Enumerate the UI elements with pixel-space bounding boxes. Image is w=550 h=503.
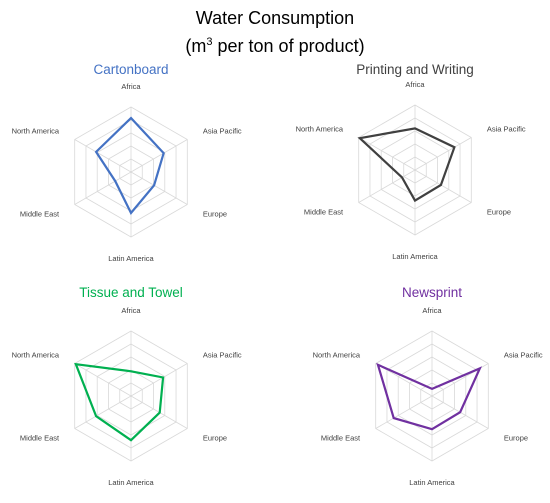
axis-label-latin-america: Latin America (108, 478, 154, 487)
panel-title: Cartonboard (93, 62, 168, 77)
axis-spoke (130, 363, 188, 397)
radar-panel-newsprint: Africa Asia Pacific Europe Latin America Mid… (313, 285, 543, 487)
axis-label-latin-america: Latin America (392, 252, 438, 261)
axis-label-middle-east: Middle East (304, 208, 344, 217)
title-superscript: 3 (206, 36, 213, 48)
axis-spoke (414, 137, 472, 171)
axis-label-asia-pacific: Asia Pacific (504, 351, 543, 360)
axis-label-europe: Europe (504, 434, 528, 443)
axis-label-europe: Europe (487, 208, 511, 217)
data-series-line (376, 362, 483, 431)
radar-panel-printing-and-writing: Africa Asia Pacific Europe Latin America Mid… (296, 62, 526, 261)
axis-label-africa: Africa (121, 82, 141, 91)
data-series-line (94, 116, 165, 215)
axis-spoke (74, 139, 132, 173)
axis-label-africa: Africa (121, 306, 141, 315)
axis-label-africa: Africa (405, 80, 425, 89)
title-line-2: (m3 per ton of product) (0, 30, 550, 58)
panel-title: Printing and Writing (356, 62, 474, 77)
panel-title: Tissue and Towel (79, 285, 183, 300)
chart-main-title: Water Consumption (m3 per ton of product… (0, 6, 550, 58)
panel-title: Newsprint (402, 285, 462, 300)
title-line-2-post: per ton of product) (212, 36, 365, 56)
axis-label-europe: Europe (203, 210, 227, 219)
axis-label-north-america: North America (296, 125, 344, 134)
axis-spoke (375, 395, 433, 429)
axis-spoke (414, 169, 472, 203)
axis-spoke (74, 171, 132, 205)
axis-label-asia-pacific: Asia Pacific (487, 125, 526, 134)
axis-spoke (130, 139, 188, 173)
axis-spoke (130, 171, 188, 205)
axis-label-middle-east: Middle East (321, 434, 361, 443)
title-line-2-pre: (m (185, 36, 207, 56)
axis-label-europe: Europe (203, 434, 227, 443)
axis-label-latin-america: Latin America (108, 254, 154, 263)
axis-label-middle-east: Middle East (20, 434, 60, 443)
radar-panel-cartonboard: Africa Asia Pacific Europe Latin America Mid… (12, 62, 242, 263)
title-line-1: Water Consumption (195, 8, 355, 28)
axis-label-latin-america: Latin America (409, 478, 455, 487)
axis-label-north-america: North America (12, 127, 60, 136)
axis-spoke (74, 363, 132, 397)
axis-label-middle-east: Middle East (20, 210, 60, 219)
axis-spoke (358, 137, 416, 171)
axis-label-north-america: North America (12, 351, 60, 360)
axis-spoke (358, 169, 416, 203)
axis-label-asia-pacific: Asia Pacific (203, 127, 242, 136)
radar-panel-tissue-and-towel: Africa Asia Pacific Europe Latin America Mid… (12, 285, 242, 487)
data-series-line (74, 362, 165, 442)
axis-label-africa: Africa (422, 306, 442, 315)
data-series-line (357, 127, 456, 203)
axis-label-asia-pacific: Asia Pacific (203, 351, 242, 360)
axis-spoke (74, 395, 132, 429)
axis-label-north-america: North America (313, 351, 361, 360)
